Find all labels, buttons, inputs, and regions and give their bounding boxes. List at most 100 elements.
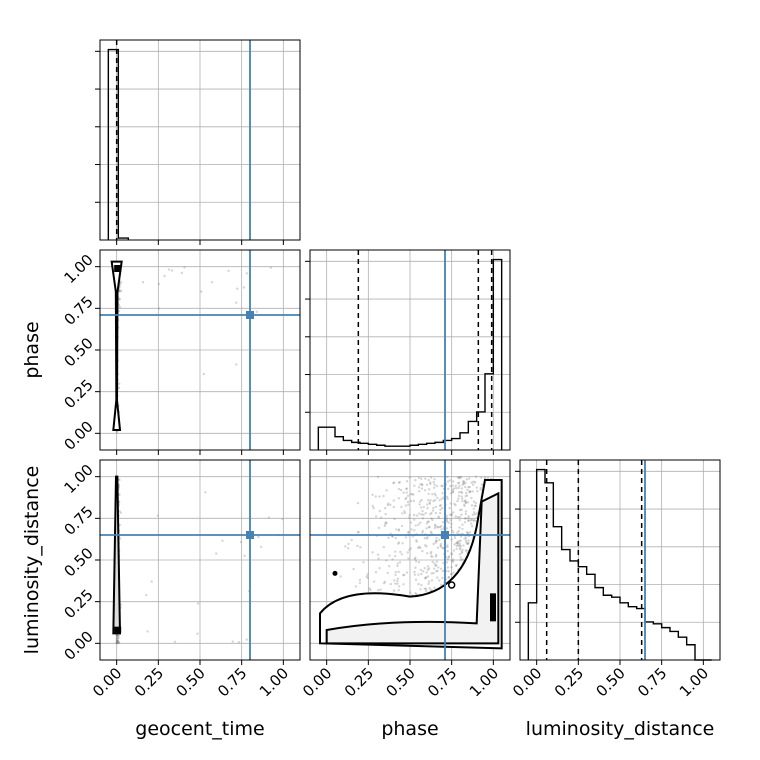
sample-point xyxy=(464,512,467,516)
sample-point xyxy=(447,570,451,573)
sample-point xyxy=(445,520,449,523)
sample-point xyxy=(470,525,474,528)
sample-point xyxy=(450,552,453,555)
sample-point xyxy=(120,289,123,292)
sample-point xyxy=(417,486,421,489)
sample-point xyxy=(475,486,478,489)
sample-point xyxy=(456,516,460,519)
sample-point xyxy=(396,562,399,565)
sample-point xyxy=(396,582,399,585)
sample-point xyxy=(428,502,431,505)
sample-point xyxy=(449,484,452,488)
sample-point xyxy=(402,491,405,494)
sample-point xyxy=(425,522,429,525)
sample-point xyxy=(410,492,414,496)
sample-point xyxy=(459,490,463,494)
sample-point xyxy=(379,516,383,519)
y-axis-label-phase: phase xyxy=(21,321,43,378)
sample-point xyxy=(446,544,449,547)
sample-point xyxy=(116,640,119,644)
truth-marker xyxy=(441,531,449,539)
sample-point xyxy=(458,518,461,522)
sample-point xyxy=(382,546,386,549)
sample-point xyxy=(439,545,443,548)
sample-point xyxy=(400,524,404,528)
sample-point xyxy=(115,641,119,645)
sample-point xyxy=(467,515,470,518)
sample-point xyxy=(431,509,435,512)
sample-point xyxy=(382,494,385,498)
sample-point xyxy=(422,513,425,516)
sample-point xyxy=(409,493,412,496)
sample-point xyxy=(440,506,444,510)
x-tick-label: 0.00 xyxy=(509,664,545,700)
corner-axes: 0.000.250.500.751.000.000.000.250.250.50… xyxy=(60,39,721,700)
sample-point xyxy=(430,588,433,592)
sample-point xyxy=(354,585,358,588)
histogram-phase xyxy=(317,258,503,450)
sample-point xyxy=(440,583,443,586)
sample-point xyxy=(425,537,429,540)
sample-point xyxy=(436,496,439,500)
sample-point xyxy=(281,517,284,521)
sample-point xyxy=(374,571,378,574)
sample-point xyxy=(404,504,408,507)
axes-frame xyxy=(309,249,511,451)
sample-point xyxy=(450,572,453,576)
sample-point xyxy=(426,536,429,539)
sample-point xyxy=(448,513,452,516)
sample-point xyxy=(417,523,420,526)
sample-point xyxy=(476,490,479,493)
sample-point xyxy=(436,525,439,529)
sample-point xyxy=(115,638,118,642)
sample-point xyxy=(402,573,405,577)
sample-point xyxy=(430,517,433,520)
y-tick-label: 0.75 xyxy=(60,292,96,328)
sample-point xyxy=(450,559,454,563)
sample-point xyxy=(385,521,388,525)
sample-point xyxy=(428,526,431,529)
sample-point xyxy=(427,492,430,496)
sample-point xyxy=(438,525,442,529)
sample-point xyxy=(439,504,442,507)
sample-point xyxy=(167,268,171,271)
sample-point xyxy=(466,488,469,492)
sample-point xyxy=(398,561,402,564)
sample-point xyxy=(392,499,395,502)
sample-point xyxy=(400,505,403,509)
sample-point xyxy=(392,589,396,592)
sample-point xyxy=(431,555,434,558)
sample-point xyxy=(423,544,427,547)
contour-inner xyxy=(325,491,500,645)
sample-point xyxy=(408,548,411,552)
sample-point xyxy=(462,480,466,483)
sample-point xyxy=(458,508,462,512)
sample-point xyxy=(459,558,462,562)
sample-point xyxy=(420,498,423,502)
sample-point xyxy=(450,522,453,526)
sample-point xyxy=(118,297,121,301)
sample-point xyxy=(458,484,461,488)
sample-point xyxy=(236,287,239,290)
sample-point xyxy=(457,494,461,498)
sample-point xyxy=(395,528,398,531)
sample-point xyxy=(439,511,442,515)
sample-point xyxy=(118,493,121,496)
sample-point xyxy=(388,554,391,557)
sample-point xyxy=(467,485,470,489)
sample-point xyxy=(392,481,395,485)
sample-point xyxy=(409,521,413,524)
sample-point xyxy=(448,506,451,510)
sample-point xyxy=(427,488,431,491)
sample-point xyxy=(435,539,438,543)
sample-point xyxy=(447,487,450,491)
sample-point xyxy=(421,529,425,533)
sample-point xyxy=(366,573,369,576)
sample-point xyxy=(426,520,429,523)
sample-point xyxy=(413,570,416,574)
sample-point xyxy=(235,363,238,366)
axes-frame xyxy=(99,249,301,451)
sample-point xyxy=(119,511,122,515)
sample-point xyxy=(441,576,444,580)
